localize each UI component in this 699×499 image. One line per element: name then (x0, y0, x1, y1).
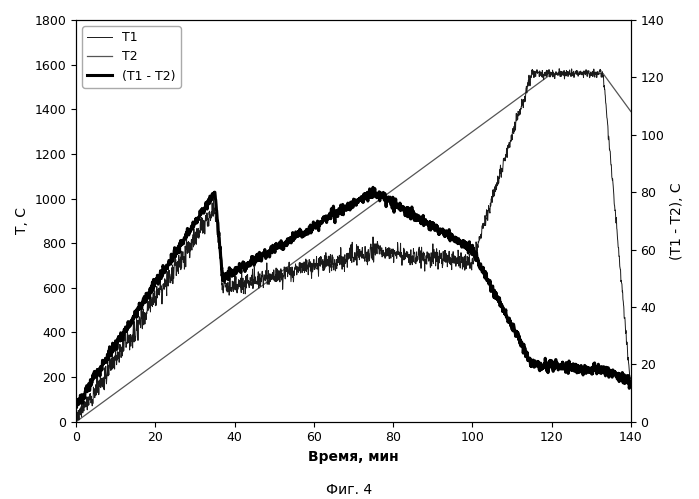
Legend: T1, T2, (T1 - T2): T1, T2, (T1 - T2) (82, 26, 181, 88)
Y-axis label: T, C: T, C (15, 208, 29, 235)
Text: Фиг. 4: Фиг. 4 (326, 483, 373, 497)
Y-axis label: (T1 - T2), C: (T1 - T2), C (670, 182, 684, 259)
X-axis label: Время, мин: Время, мин (308, 450, 399, 464)
